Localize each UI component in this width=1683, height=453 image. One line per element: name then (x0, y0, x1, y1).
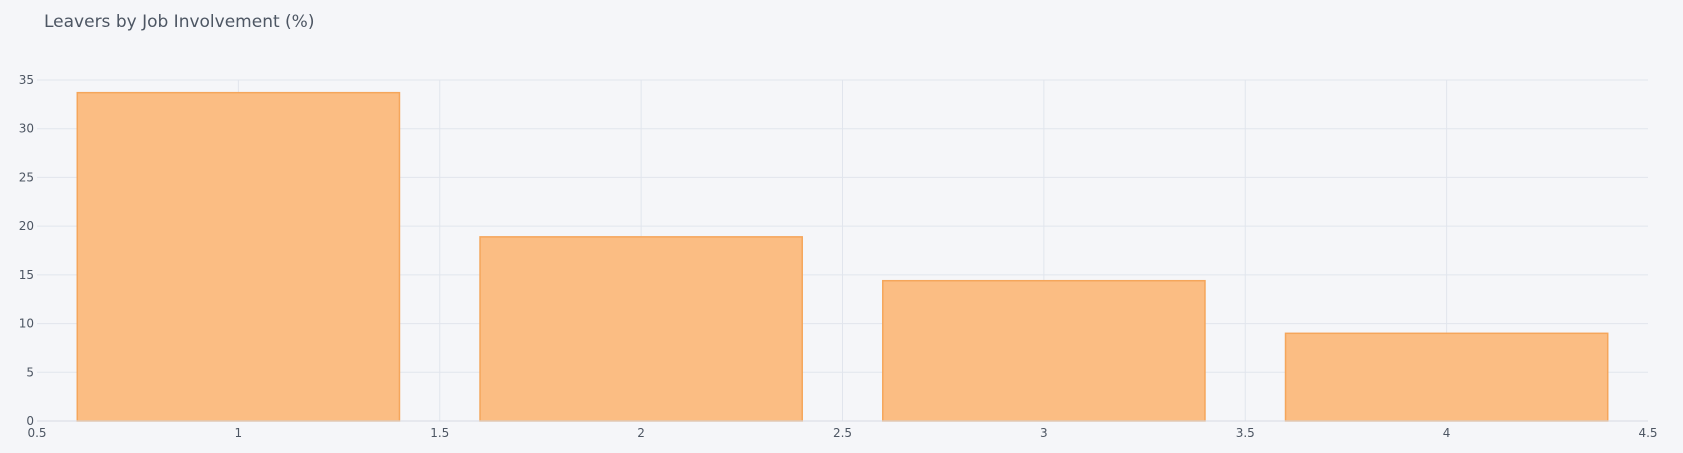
y-tick-label: 20 (19, 219, 34, 233)
y-tick-labels: 0 5 10 15 20 25 30 35 (19, 73, 34, 428)
x-tick-label: 4 (1443, 426, 1451, 440)
x-tick-label: 2 (637, 426, 645, 440)
y-tick-label: 35 (19, 73, 34, 87)
chart-title: Leavers by Job Involvement (%) (44, 12, 314, 32)
x-tick-label: 4.5 (1638, 426, 1657, 440)
x-tick-label: 2.5 (833, 426, 852, 440)
y-tick-label: 25 (19, 170, 34, 184)
bar[interactable] (76, 91, 401, 422)
y-tick-label: 10 (19, 317, 34, 331)
bar[interactable] (1284, 332, 1609, 422)
y-tick-label: 0 (26, 414, 34, 428)
x-tick-label: 1.5 (430, 426, 449, 440)
x-tick-label: 1 (235, 426, 243, 440)
y-tick-label: 15 (19, 268, 34, 282)
y-tick-label: 5 (26, 365, 34, 379)
bars (37, 91, 1648, 422)
y-tick-label: 30 (19, 122, 34, 136)
bar[interactable] (479, 236, 803, 422)
bar[interactable] (882, 279, 1206, 422)
x-tick-label: 0.5 (27, 426, 46, 440)
x-tick-label: 3 (1040, 426, 1048, 440)
x-tick-label: 3.5 (1236, 426, 1255, 440)
x-tick-labels: 0.5 1 1.5 2 2.5 3 3.5 4 4.5 (27, 426, 1657, 440)
